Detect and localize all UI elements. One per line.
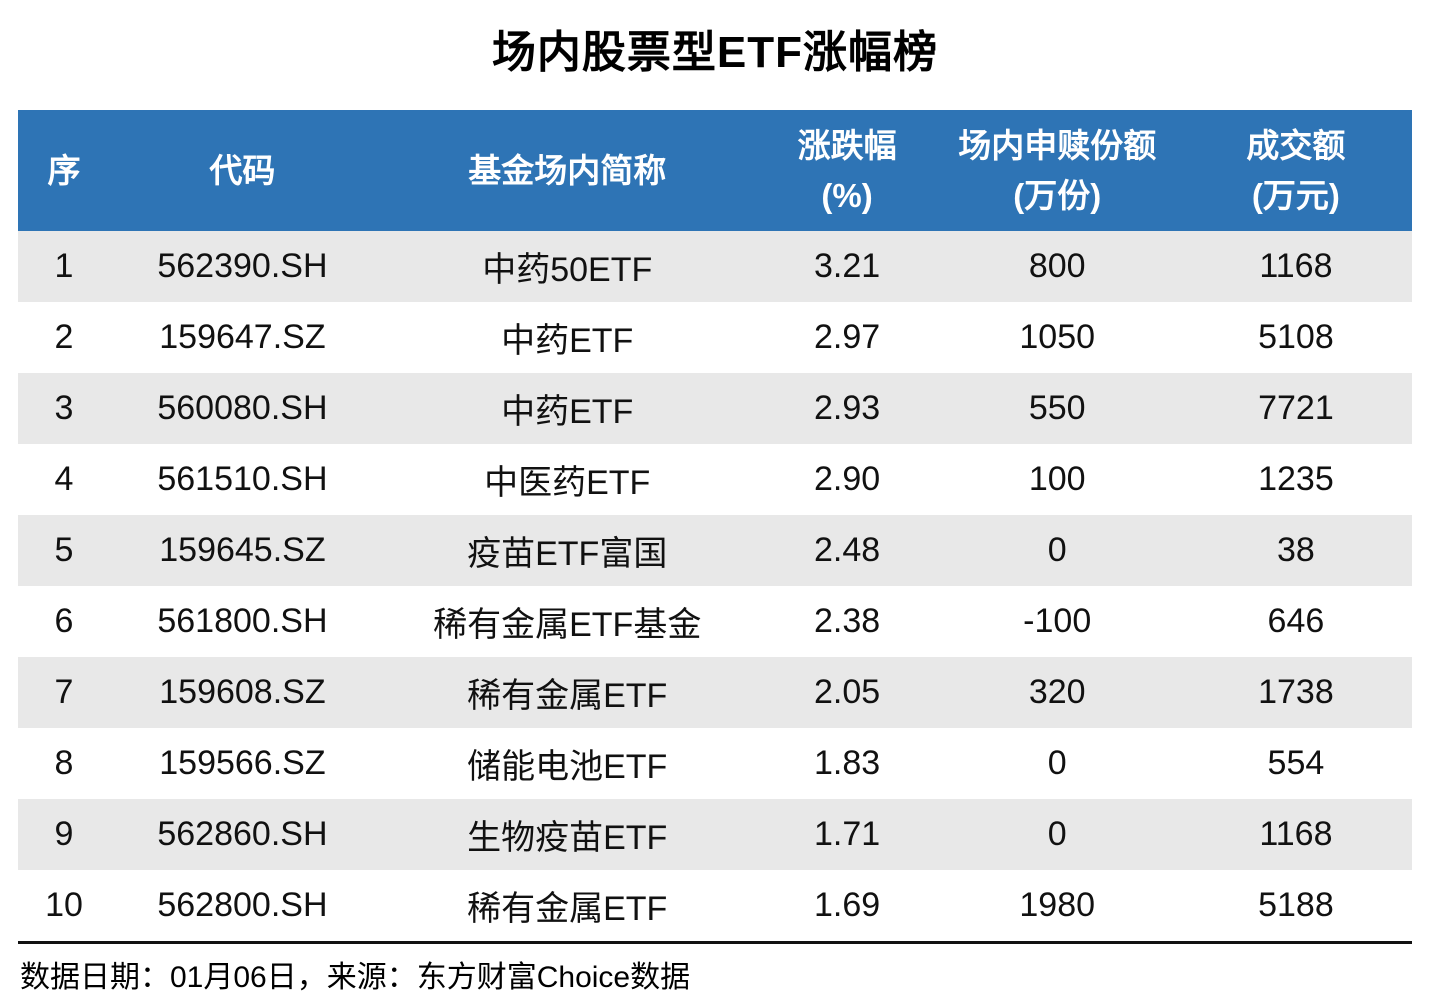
cell-shares: 320 — [1028, 673, 1086, 711]
cell-fund-name: 中药50ETF — [482, 251, 653, 289]
cell-change-pct: 2.97 — [813, 318, 881, 356]
cell-fund-name: 生物疫苗ETF — [467, 819, 668, 857]
cell-change-pct: 2.93 — [813, 389, 881, 427]
cell-shares: 1980 — [1019, 886, 1096, 924]
col-header-index: 序 — [18, 110, 110, 231]
cell-change-pct: 1.71 — [813, 815, 881, 853]
cell-shares: 100 — [1028, 460, 1086, 498]
cell-shares: -100 — [1023, 602, 1092, 640]
cell-index: 6 — [54, 602, 74, 640]
table-body: 1 562390.SH 中药50ETF 3.21 800 1168 2 1596… — [18, 231, 1412, 941]
cell-fund-name: 储能电池ETF — [467, 748, 668, 786]
cell-fund-name: 中药ETF — [501, 393, 634, 431]
cell-change-pct: 2.90 — [813, 460, 881, 498]
col-header-fund-name: 基金场内简称 — [375, 110, 760, 231]
table-row: 2 159647.SZ 中药ETF 2.97 1050 5108 — [18, 302, 1412, 373]
cell-turnover: 1738 — [1258, 673, 1334, 711]
cell-index: 9 — [54, 815, 74, 853]
cell-shares: 550 — [1028, 389, 1086, 427]
table-row: 4 561510.SH 中医药ETF 2.90 100 1235 — [18, 444, 1412, 515]
col-header-unit: (万份) — [1013, 176, 1102, 214]
col-header-turnover: 成交额 (万元) — [1180, 110, 1412, 231]
col-header-label: 序 — [47, 151, 81, 189]
cell-index: 5 — [54, 531, 74, 569]
cell-shares: 0 — [1047, 531, 1067, 569]
cell-code: 159647.SZ — [159, 318, 326, 356]
data-source-note: 数据日期：01月06日，来源：东方财富Choice数据 — [20, 961, 691, 994]
cell-code: 159566.SZ — [159, 744, 326, 782]
cell-turnover: 7721 — [1258, 389, 1334, 427]
cell-index: 8 — [54, 744, 74, 782]
table-row: 6 561800.SH 稀有金属ETF基金 2.38 -100 646 — [18, 586, 1412, 657]
page-title: 场内股票型ETF涨幅榜 — [491, 28, 939, 77]
table-header-row: 序 代码 基金场内简称 涨跌幅 (%) 场内申赎份额 (万份) 成交额 (万元 — [18, 110, 1412, 231]
table-row: 9 562860.SH 生物疫苗ETF 1.71 0 1168 — [18, 799, 1412, 870]
col-header-code: 代码 — [110, 110, 375, 231]
etf-table: 序 代码 基金场内简称 涨跌幅 (%) 场内申赎份额 (万份) 成交额 (万元 — [18, 110, 1412, 941]
cell-turnover: 5188 — [1258, 886, 1334, 924]
col-header-label: 基金场内简称 — [468, 151, 667, 189]
cell-turnover: 554 — [1267, 744, 1325, 782]
cell-change-pct: 2.48 — [813, 531, 881, 569]
cell-shares: 0 — [1047, 744, 1067, 782]
cell-code: 562860.SH — [157, 815, 328, 853]
cell-code: 159645.SZ — [159, 531, 326, 569]
col-header-creation-redemption-shares: 场内申赎份额 (万份) — [935, 110, 1180, 231]
cell-fund-name: 中医药ETF — [484, 464, 651, 502]
table-row: 5 159645.SZ 疫苗ETF富国 2.48 0 38 — [18, 515, 1412, 586]
cell-change-pct: 2.38 — [813, 602, 881, 640]
cell-turnover: 1235 — [1258, 460, 1334, 498]
table-row: 3 560080.SH 中药ETF 2.93 550 7721 — [18, 373, 1412, 444]
table-row: 8 159566.SZ 储能电池ETF 1.83 0 554 — [18, 728, 1412, 799]
cell-code: 561800.SH — [157, 602, 328, 640]
cell-change-pct: 1.69 — [813, 886, 881, 924]
cell-turnover: 1168 — [1259, 247, 1333, 285]
cell-fund-name: 疫苗ETF富国 — [467, 535, 668, 573]
cell-turnover: 5108 — [1258, 318, 1334, 356]
cell-fund-name: 中药ETF — [501, 322, 634, 360]
cell-index: 3 — [54, 389, 74, 427]
cell-fund-name: 稀有金属ETF — [467, 890, 668, 928]
cell-index: 2 — [54, 318, 74, 356]
cell-code: 562800.SH — [157, 886, 328, 924]
cell-shares: 0 — [1047, 815, 1067, 853]
col-header-label: 成交额 — [1246, 127, 1346, 164]
cell-code: 159608.SZ — [159, 673, 326, 711]
cell-turnover: 1168 — [1259, 815, 1333, 853]
cell-index: 1 — [54, 247, 74, 285]
cell-index: 4 — [54, 460, 74, 498]
table-row: 10 562800.SH 稀有金属ETF 1.69 1980 5188 — [18, 870, 1412, 941]
cell-shares: 800 — [1028, 247, 1086, 285]
cell-index: 7 — [54, 673, 74, 711]
table-row: 7 159608.SZ 稀有金属ETF 2.05 320 1738 — [18, 657, 1412, 728]
cell-index: 10 — [45, 886, 83, 924]
cell-shares: 1050 — [1019, 318, 1096, 356]
cell-turnover: 646 — [1267, 602, 1325, 640]
cell-fund-name: 稀有金属ETF基金 — [433, 606, 702, 644]
col-header-unit: (万元) — [1251, 176, 1340, 214]
table-row: 1 562390.SH 中药50ETF 3.21 800 1168 — [18, 231, 1412, 302]
cell-change-pct: 2.05 — [813, 673, 881, 711]
col-header-change-pct: 涨跌幅 (%) — [760, 110, 935, 231]
cell-turnover: 38 — [1277, 531, 1315, 569]
col-header-label: 场内申赎份额 — [958, 127, 1157, 164]
cell-code: 562390.SH — [157, 247, 328, 285]
cell-change-pct: 3.21 — [813, 247, 881, 285]
cell-fund-name: 稀有金属ETF — [467, 677, 668, 715]
cell-change-pct: 1.83 — [813, 744, 881, 782]
col-header-label: 代码 — [209, 151, 276, 189]
col-header-unit: (%) — [821, 176, 873, 214]
col-header-label: 涨跌幅 — [797, 127, 897, 164]
cell-code: 560080.SH — [157, 389, 328, 427]
cell-code: 561510.SH — [157, 460, 328, 498]
footer-divider — [18, 941, 1412, 944]
